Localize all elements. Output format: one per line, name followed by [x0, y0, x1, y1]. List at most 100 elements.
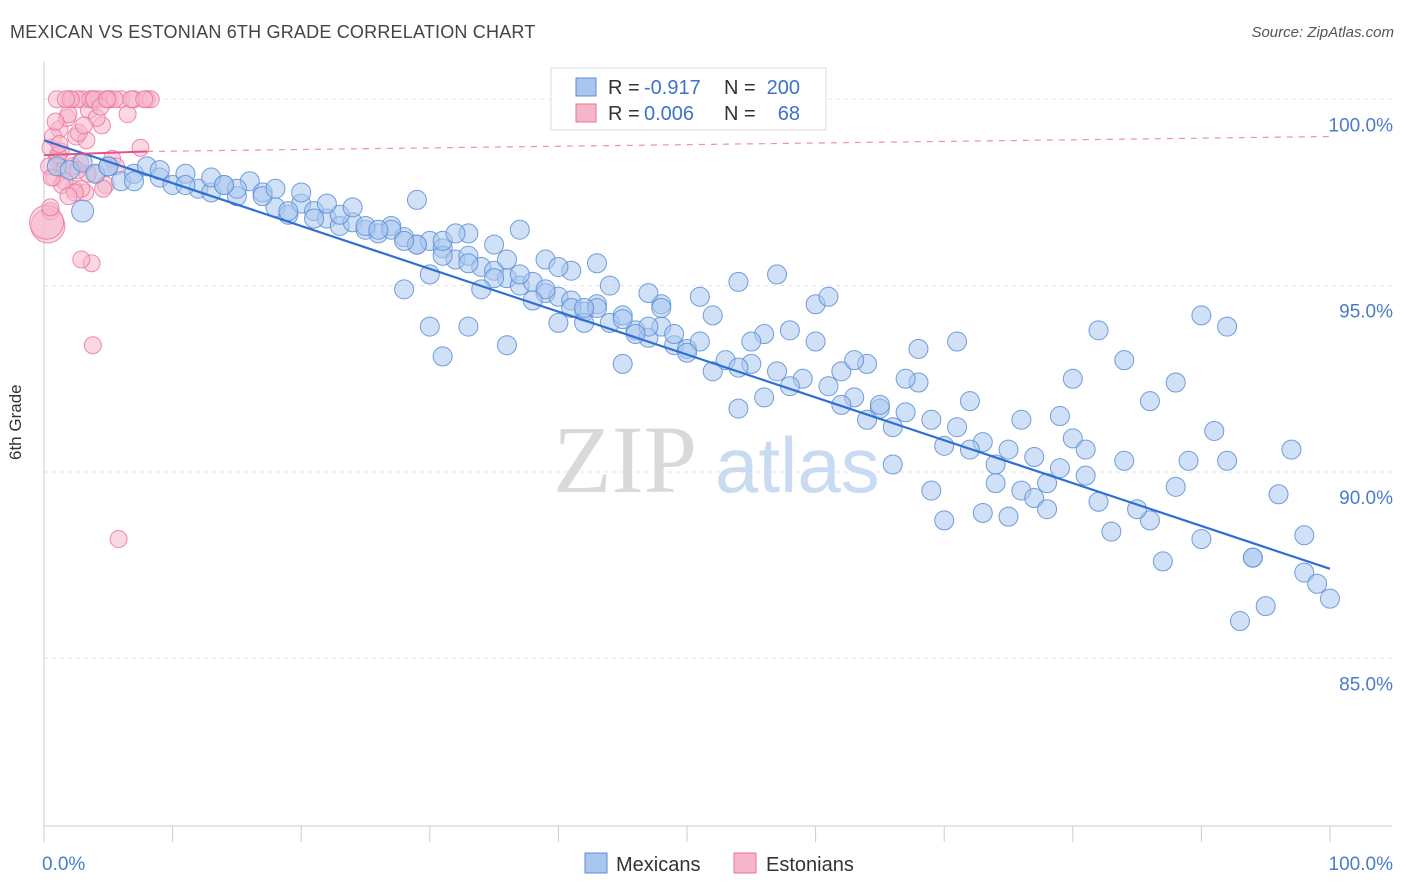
watermark-zip: ZIP [553, 406, 697, 513]
mexicans-point-115 [959, 391, 980, 412]
mexicans-point-116 [1011, 409, 1032, 430]
mexicans-point-125 [677, 342, 697, 363]
mexicans-point-88 [1049, 458, 1070, 479]
legend-r-label-mexicans: R = [608, 77, 640, 99]
estonians-trend-line [43, 150, 147, 157]
estonians-points [29, 90, 160, 549]
mexicans-point-184 [1165, 372, 1186, 393]
mexicans-point-90 [316, 193, 337, 214]
mexicans-point-79 [818, 376, 839, 397]
mexicans-point-171 [998, 506, 1019, 527]
mexicans-point-144 [574, 297, 595, 318]
mexicans-point-162 [882, 454, 903, 475]
mexicans-point-177 [1075, 439, 1096, 460]
mexicans-point-65 [458, 253, 479, 274]
mexicans-point-108 [599, 275, 620, 296]
mexicans-points [46, 152, 1340, 632]
mexicans-point-143 [548, 312, 569, 333]
mexicans-point-118 [1114, 450, 1135, 471]
mexicans-point-154 [767, 264, 788, 285]
mexicans-point-165 [921, 480, 942, 501]
mexicans-point-145 [612, 353, 633, 374]
mexicans-point-183 [1152, 551, 1173, 572]
legend-n-value-estonians: 68 [778, 103, 800, 125]
mexicans-point-158 [831, 361, 852, 382]
mexicans-point-107 [548, 256, 569, 277]
estonians-trend-line-dashed [146, 135, 1331, 153]
legend-r-value-mexicans: -0.917 [644, 77, 701, 99]
mexicans-point-100 [214, 174, 235, 195]
mexicans-point-91 [368, 219, 389, 240]
mexicans-point-67 [509, 264, 530, 285]
mexicans-point-178 [1088, 320, 1109, 341]
bottom-legend-swatch-estonians [733, 852, 757, 874]
mexicans-point-83 [921, 409, 942, 430]
estonians-point-59 [83, 336, 102, 355]
mexicans-point-193 [1281, 439, 1302, 460]
mexicans-point-181 [1127, 499, 1148, 520]
legend: R = -0.917 N = 200 R = 0.006 N = 68 [550, 67, 827, 131]
mexicans-point-163 [895, 368, 916, 389]
mexicans-point-161 [869, 394, 890, 415]
legend-n-label-estonians: N = [724, 103, 756, 125]
legend-box [550, 67, 827, 131]
mexicans-point-99 [586, 253, 607, 274]
mexicans-point-119 [1165, 476, 1186, 497]
mexicans-point-195 [1307, 573, 1328, 594]
legend-r-value-estonians: 0.006 [644, 103, 694, 125]
mexicans-point-50 [71, 199, 95, 223]
mexicans-point-179 [1101, 521, 1122, 542]
mexicans-point-197 [1217, 450, 1238, 471]
bottom-legend-estonians: Estonians [766, 854, 854, 876]
mexicans-point-173 [1024, 488, 1045, 509]
mexicans-point-106 [496, 249, 517, 270]
mexicans-point-174 [1037, 499, 1058, 520]
estonians-point-63 [50, 134, 69, 153]
mexicans-point-104 [394, 230, 415, 251]
mexicans-point-182 [1139, 391, 1160, 412]
mexicans-point-167 [947, 331, 968, 352]
mexicans-point-146 [638, 283, 659, 304]
mexicans-point-73 [664, 324, 685, 345]
bottom-legend-swatch-mexicans [584, 852, 608, 874]
legend-swatch-mexicans [575, 77, 597, 97]
trend-lines [43, 135, 1331, 570]
mexicans-point-84 [947, 417, 968, 438]
source-label: Source: ZipAtlas.com [1251, 24, 1394, 41]
mexicans-point-74 [689, 331, 710, 352]
mexicans-point-188 [1217, 316, 1238, 337]
mexicans-point-141 [458, 316, 479, 337]
watermark-atlas: atlas [715, 421, 880, 509]
mexicans-point-152 [741, 331, 762, 352]
estonians-point-58 [72, 250, 91, 269]
mexicans-point-180 [1114, 350, 1135, 371]
estonians-point-64 [59, 187, 78, 206]
mexicans-point-117 [1062, 428, 1083, 449]
mexicans-point-52 [124, 171, 145, 192]
mexicans-point-189 [1229, 611, 1250, 632]
mexicans-point-140 [432, 346, 453, 367]
mexicans-point-66 [484, 268, 505, 289]
mexicans-point-170 [985, 473, 1006, 494]
mexicans-point-101 [265, 178, 286, 199]
mexicans-point-96 [509, 219, 530, 240]
estonians-point-41 [46, 112, 65, 131]
mexicans-trend-line [43, 139, 1331, 570]
estonians-point-54 [56, 90, 75, 109]
estonians-point-33 [94, 179, 113, 198]
estonians-point-39 [131, 138, 150, 157]
y-tick-label-1: 90.0% [1339, 488, 1393, 509]
bottom-legend: Mexicans Estonians [584, 852, 854, 876]
estonians-point-66 [98, 90, 117, 109]
mexicans-point-135 [1191, 529, 1212, 550]
mexicans-point-110 [702, 305, 723, 326]
mexicans-point-186 [1191, 305, 1212, 326]
estonians-point-60 [109, 530, 128, 549]
mexicans-point-155 [779, 320, 800, 341]
mexicans-point-190 [1242, 547, 1263, 568]
mexicans-point-137 [1294, 562, 1315, 583]
mexicans-point-68 [535, 279, 556, 300]
mexicans-point-185 [1178, 450, 1199, 471]
legend-n-label-mexicans: N = [724, 77, 756, 99]
x-tick-labels: 0.0% 100.0% [42, 854, 1393, 875]
